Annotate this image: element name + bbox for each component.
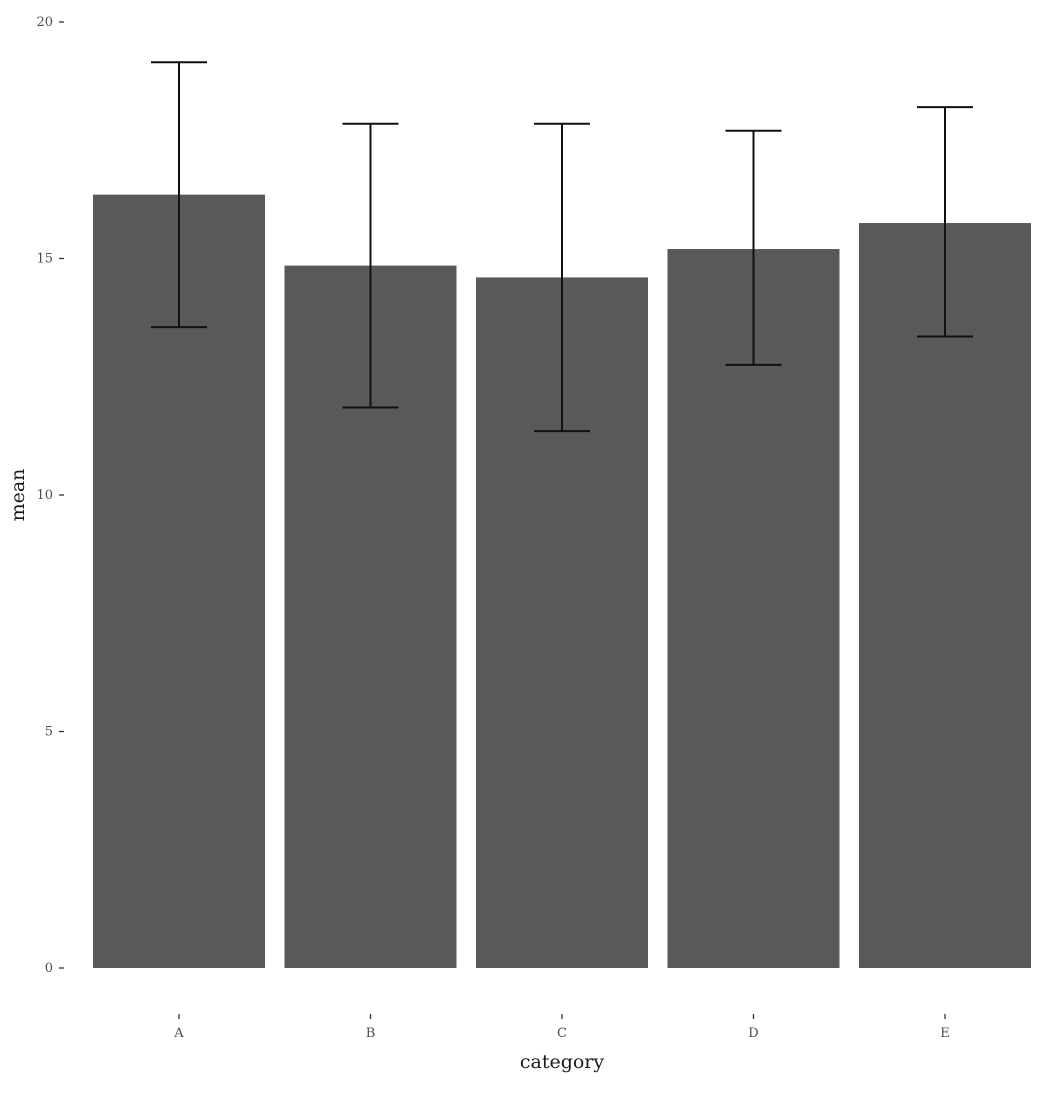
errorbar-d xyxy=(725,129,782,366)
error-bars xyxy=(151,61,973,433)
bar-e xyxy=(859,223,1031,968)
y-axis-title: mean xyxy=(7,469,29,522)
y-tick-label: 15 xyxy=(36,252,53,267)
x-tick-label-a: A xyxy=(173,1026,184,1041)
errorbar-e xyxy=(917,106,973,338)
errorbar-a xyxy=(151,61,207,329)
y-tick-label: 20 xyxy=(36,15,53,30)
y-axis: 0 5 10 15 20 xyxy=(36,15,64,976)
errorbar-b xyxy=(342,122,399,409)
x-tick-label-b: B xyxy=(366,1026,376,1041)
y-tick-label: 5 xyxy=(45,725,53,740)
y-tick-label: 0 xyxy=(45,961,53,976)
bar-d xyxy=(667,249,840,969)
errorbar-c xyxy=(534,122,590,433)
x-tick-label-d: D xyxy=(748,1026,758,1041)
x-tick-label-c: C xyxy=(557,1026,567,1041)
bars xyxy=(93,194,1031,969)
x-tick-label-e: E xyxy=(940,1026,950,1041)
x-axis: A B C D E xyxy=(173,1014,950,1041)
x-axis-title: category xyxy=(520,1051,605,1073)
y-tick-label: 10 xyxy=(36,488,53,503)
